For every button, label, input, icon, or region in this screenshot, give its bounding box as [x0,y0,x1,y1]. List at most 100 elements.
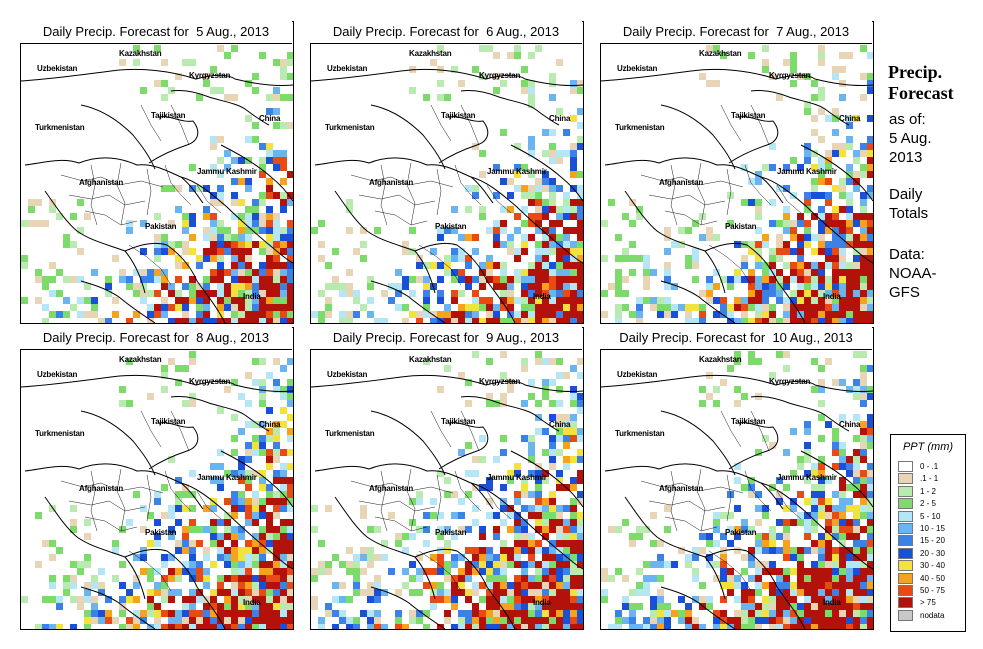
precip-cell [556,435,563,442]
precip-cell [231,610,238,617]
precip-cell [280,248,287,255]
precip-cell [734,596,741,603]
precip-cell [818,589,825,596]
precip-cell [105,617,112,624]
precip-cell [804,470,811,477]
precip-cell [542,561,549,568]
precip-cell [762,283,769,290]
precip-cell [402,568,409,575]
precip-cell [769,603,776,610]
precip-cell [126,519,133,526]
precip-cell [472,192,479,199]
precip-cell [49,624,56,629]
precip-cell [570,617,577,624]
precip-cell [577,276,583,283]
precip-cell [563,519,570,526]
precip-cell [161,59,168,66]
precip-cell [549,498,556,505]
precip-cell [608,283,615,290]
precip-cell [860,311,867,318]
precip-cell [231,234,238,241]
precip-cell [168,241,175,248]
precip-cell [374,227,381,234]
precip-cell [577,582,583,589]
precip-cell [783,365,790,372]
precip-cell [860,45,867,52]
precip-cell [678,241,685,248]
precip-cell [231,498,238,505]
precip-cell [535,505,542,512]
precip-cell [797,73,804,80]
precip-cell [56,290,63,297]
precip-cell [521,540,528,547]
region-map: Kazakhstan Uzbekistan Kyrgyzstan Tajikis… [311,45,583,323]
precip-cell [860,449,867,456]
precip-cell [769,304,776,311]
precip-cell [154,519,161,526]
precip-cell [266,519,273,526]
precip-cell [238,582,245,589]
precip-cell [535,269,542,276]
precip-cell [832,66,839,73]
precip-cell [570,561,577,568]
precip-cell [542,290,549,297]
precip-cell [832,624,839,629]
precip-cell [818,484,825,491]
precip-cell [811,589,818,596]
panel-title: Daily Precip. Forecast for 10 Aug., 2013 [600,327,872,350]
precip-cell [266,227,273,234]
precip-cell [189,505,196,512]
precip-cell [175,519,182,526]
precip-cell [535,512,542,519]
precip-cell [287,290,293,297]
precip-cell [182,540,189,547]
precip-cell [542,596,549,603]
precip-cell [748,283,755,290]
precip-cell [458,80,465,87]
precip-cell [521,276,528,283]
precip-cell [133,311,140,318]
precip-cell [577,283,583,290]
precip-cell [549,540,556,547]
precip-cell [231,582,238,589]
precip-cell [374,610,381,617]
precip-cell [832,234,839,241]
precip-cell [577,470,583,477]
precip-cell [643,283,650,290]
precip-cell [776,248,783,255]
precip-cell [493,241,500,248]
precip-cell [692,624,699,629]
precip-cell [748,297,755,304]
precip-cell [332,596,339,603]
precip-cell [486,547,493,554]
precip-cell [35,199,42,206]
precip-cell [507,547,514,554]
precip-cell [839,561,846,568]
precip-cell [437,533,444,540]
precip-cell [245,262,252,269]
precip-cell [811,297,818,304]
precip-cell [755,617,762,624]
precip-cell [437,568,444,575]
precip-cell [63,297,70,304]
precip-cell [84,519,91,526]
precip-cell [528,318,535,323]
precip-cell [713,526,720,533]
precip-cell [570,428,577,435]
precip-cell [479,561,486,568]
precip-cell [486,596,493,603]
precip-cell [783,547,790,554]
precip-cell [762,45,769,52]
precip-cell [577,372,583,379]
precip-cell [273,108,280,115]
precip-cell [507,589,514,596]
precip-cell [542,393,549,400]
precip-cell [217,533,224,540]
precip-cell [563,568,570,575]
precip-cell [493,575,500,582]
precip-cell [657,624,664,629]
precip-cell [867,526,873,533]
precip-cell [210,603,217,610]
country-borders [21,374,293,629]
precip-cell [245,505,252,512]
